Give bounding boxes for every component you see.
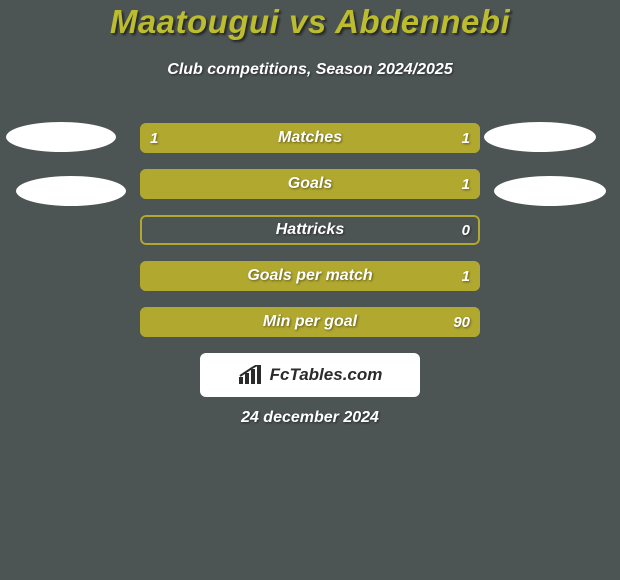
stat-label: Goals per match: [140, 261, 480, 291]
stat-value-right: 0: [462, 215, 470, 245]
stat-label: Goals: [140, 169, 480, 199]
subtitle: Club competitions, Season 2024/2025: [0, 61, 620, 79]
stat-row: Goals1: [140, 169, 480, 199]
stat-value-right: 1: [462, 169, 470, 199]
stat-label: Min per goal: [140, 307, 480, 337]
stat-row: Hattricks0: [140, 215, 480, 245]
brand-badge[interactable]: FcTables.com: [200, 353, 420, 397]
stat-row: Matches1 1: [140, 123, 480, 153]
player-portrait: [6, 122, 116, 152]
brand-text: FcTables.com: [270, 365, 383, 385]
stat-value-right: 90: [453, 307, 470, 337]
stat-value-right: 1: [462, 261, 470, 291]
stat-label: Matches: [140, 123, 480, 153]
stat-row: Min per goal90: [140, 307, 480, 337]
chart-icon: [238, 365, 264, 385]
stat-value-right: 1: [462, 123, 470, 153]
player-portrait: [494, 176, 606, 206]
stat-label: Hattricks: [140, 215, 480, 245]
player-portrait: [484, 122, 596, 152]
snapshot-date: 24 december 2024: [0, 409, 620, 427]
page-title: Maatougui vs Abdennebi: [0, 3, 620, 41]
stat-row: Goals per match1: [140, 261, 480, 291]
player-portrait: [16, 176, 126, 206]
comparison-card: Maatougui vs Abdennebi Club competitions…: [0, 0, 620, 580]
stat-value-left: 1: [150, 123, 158, 153]
